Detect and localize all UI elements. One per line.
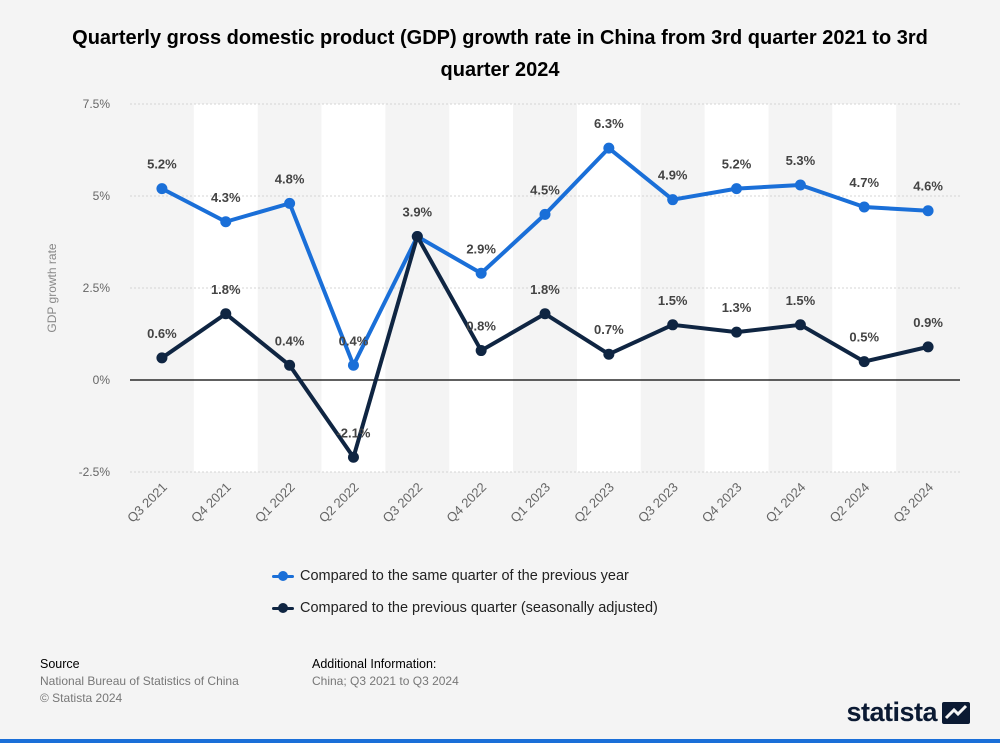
- data-point-yoy[interactable]: [156, 183, 168, 195]
- y-tick-label: 2.5%: [83, 281, 111, 295]
- bottom-accent-bar: [0, 739, 1000, 743]
- additional-info-block: Additional Information: China; Q3 2021 t…: [312, 656, 459, 690]
- data-point-yoy[interactable]: [220, 216, 232, 228]
- legend-label-qoq: Compared to the previous quarter (season…: [300, 600, 658, 616]
- data-label-qoq: 1.8%: [211, 282, 241, 297]
- data-label-qoq: 0.8%: [466, 319, 496, 334]
- data-label-qoq: 0.9%: [913, 315, 943, 330]
- chart-title: Quarterly gross domestic product (GDP) g…: [72, 27, 928, 81]
- data-label-yoy: 5.3%: [786, 153, 816, 168]
- data-label-yoy: 0.4%: [339, 333, 369, 348]
- data-point-yoy[interactable]: [475, 267, 487, 279]
- data-point-qoq[interactable]: [475, 345, 487, 357]
- statista-logo[interactable]: statista: [846, 697, 970, 728]
- data-label-yoy: 5.2%: [722, 157, 752, 172]
- copyright-text: © Statista 2024: [40, 691, 123, 705]
- y-axis-label: GDP growth rate: [45, 243, 59, 332]
- data-point-qoq[interactable]: [284, 359, 296, 371]
- source-link[interactable]: National Bureau of Statistics of China: [40, 674, 239, 688]
- data-label-yoy: 5.2%: [147, 157, 177, 172]
- data-label-qoq: 1.3%: [722, 300, 752, 315]
- legend-item-qoq[interactable]: Compared to the previous quarter (season…: [272, 592, 658, 624]
- data-label-yoy: 4.6%: [913, 179, 943, 194]
- data-label-qoq: 0.6%: [147, 326, 177, 341]
- data-point-yoy[interactable]: [347, 359, 359, 371]
- data-label-qoq: 0.7%: [594, 322, 624, 337]
- additional-info-heading: Additional Information:: [312, 657, 437, 671]
- x-tick-label: Q3 2024: [890, 480, 936, 526]
- legend-swatch-qoq: [272, 602, 294, 614]
- x-tick-label: Q1 2023: [507, 480, 553, 526]
- data-label-yoy: 4.9%: [658, 168, 688, 183]
- line-chart: 7.5% 5% 2.5% 0% -2.5% GDP growth rate Q3 2021 Q…: [45, 97, 960, 526]
- y-tick-label: 5%: [93, 189, 111, 203]
- x-tick-label: Q3 2022: [380, 480, 426, 526]
- data-label-yoy: 4.5%: [530, 182, 560, 197]
- y-tick-label: 7.5%: [83, 97, 111, 111]
- data-point-yoy[interactable]: [731, 183, 743, 195]
- data-point-yoy[interactable]: [794, 179, 806, 191]
- x-tick-label: Q2 2023: [571, 480, 617, 526]
- data-label-yoy: 3.9%: [402, 204, 432, 219]
- data-point-yoy[interactable]: [539, 208, 551, 220]
- data-label-qoq: 1.5%: [658, 293, 688, 308]
- data-point-yoy[interactable]: [603, 142, 615, 154]
- x-tick-label: Q1 2024: [763, 480, 809, 526]
- x-tick-label: Q3 2023: [635, 480, 681, 526]
- data-label-qoq: 1.8%: [530, 282, 560, 297]
- data-label-qoq: 0.4%: [275, 333, 305, 348]
- data-point-qoq[interactable]: [603, 348, 615, 360]
- additional-info-text: China; Q3 2021 to Q3 2024: [312, 674, 459, 688]
- source-block: Source National Bureau of Statistics of …: [40, 656, 239, 707]
- data-point-qoq[interactable]: [220, 308, 232, 320]
- x-tick-label: Q4 2022: [443, 480, 489, 526]
- data-point-qoq[interactable]: [539, 308, 551, 320]
- y-tick-label: -2.5%: [79, 465, 111, 479]
- data-point-qoq[interactable]: [922, 341, 934, 353]
- data-point-yoy[interactable]: [858, 201, 870, 213]
- data-point-yoy[interactable]: [922, 205, 934, 217]
- data-label-qoq: 0.5%: [849, 330, 879, 345]
- data-label-yoy: 4.7%: [849, 175, 879, 190]
- x-tick-label: Q4 2021: [188, 480, 234, 526]
- data-point-qoq[interactable]: [156, 352, 168, 364]
- data-point-qoq[interactable]: [411, 230, 423, 242]
- source-heading: Source: [40, 657, 80, 671]
- x-tick-label: Q2 2022: [316, 480, 362, 526]
- data-point-qoq[interactable]: [858, 356, 870, 368]
- y-tick-label: 0%: [93, 373, 111, 387]
- x-tick-label: Q2 2024: [826, 480, 872, 526]
- data-point-qoq[interactable]: [731, 326, 743, 338]
- statista-logo-icon: [942, 701, 970, 724]
- data-label-yoy: 4.8%: [275, 171, 305, 186]
- x-tick-label: Q1 2022: [252, 480, 298, 526]
- legend-item-yoy[interactable]: Compared to the same quarter of the prev…: [272, 560, 658, 592]
- data-label-yoy: 6.3%: [594, 116, 624, 131]
- legend-label-yoy: Compared to the same quarter of the prev…: [300, 568, 629, 584]
- legend: Compared to the same quarter of the prev…: [272, 560, 658, 624]
- data-label-yoy: 2.9%: [466, 241, 496, 256]
- data-label-yoy: 4.3%: [211, 190, 241, 205]
- logo-text: statista: [846, 697, 937, 727]
- data-point-yoy[interactable]: [284, 197, 296, 209]
- legend-swatch-yoy: [272, 570, 294, 582]
- data-label-qoq: 1.5%: [786, 293, 816, 308]
- data-point-qoq[interactable]: [667, 319, 679, 331]
- data-point-yoy[interactable]: [667, 194, 679, 206]
- x-tick-label: Q4 2023: [699, 480, 745, 526]
- x-tick-label: Q3 2021: [124, 480, 170, 526]
- data-label-qoq: -2.1%: [336, 425, 370, 440]
- data-point-qoq[interactable]: [794, 319, 806, 331]
- data-point-qoq[interactable]: [347, 451, 359, 463]
